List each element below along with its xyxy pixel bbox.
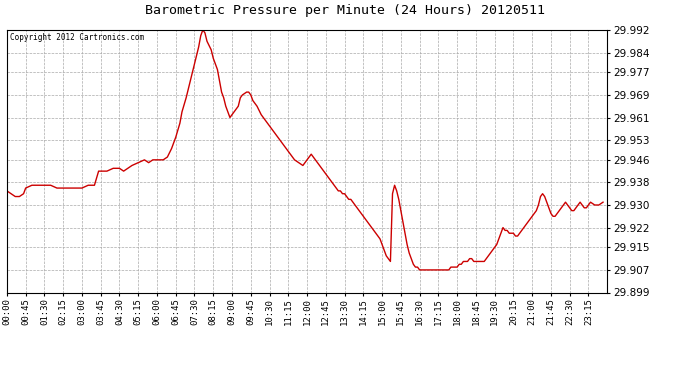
Text: Copyright 2012 Cartronics.com: Copyright 2012 Cartronics.com (10, 33, 144, 42)
Text: Barometric Pressure per Minute (24 Hours) 20120511: Barometric Pressure per Minute (24 Hours… (145, 4, 545, 17)
